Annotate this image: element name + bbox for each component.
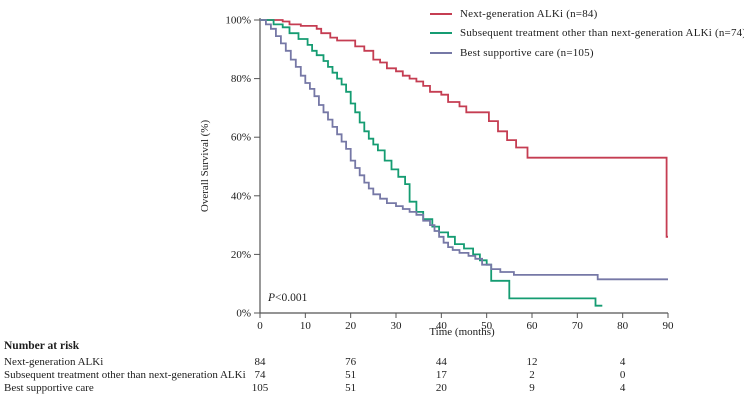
at-risk-count: 20: [435, 382, 447, 395]
x-tick-label: 50: [481, 320, 493, 332]
legend-item-subsequent_other: Subsequent treatment other than next-gen…: [430, 24, 744, 44]
y-tick-label: 80%: [231, 73, 251, 85]
p-value-text: <0.001: [275, 292, 308, 304]
p-value-annotation: P<0.001: [268, 292, 307, 304]
at-risk-count: 76: [345, 356, 357, 368]
x-tick-label: 90: [663, 320, 675, 332]
x-axis-label: Time (months): [429, 326, 495, 338]
y-axis-label: Overall Survival (%): [199, 119, 211, 213]
x-tick-label: 60: [527, 320, 539, 332]
at-risk-count: 17: [435, 369, 447, 382]
legend-label: Best supportive care (n=105): [460, 46, 594, 59]
at-risk-count: 4: [619, 356, 626, 368]
km-curve-subsequent_other: [260, 19, 603, 307]
x-tick-label: 10: [300, 320, 312, 332]
legend-label: Subsequent treatment other than next-gen…: [460, 27, 744, 40]
at-risk-count: 51: [345, 369, 357, 382]
y-tick-label: 100%: [225, 15, 251, 27]
at-risk-count: 44: [435, 356, 447, 368]
x-tick-label: 20: [345, 320, 357, 332]
legend: Next-generation ALKi (n=84) Subsequent tr…: [430, 4, 744, 63]
at-risk-count: 74: [254, 369, 266, 382]
at-risk-row: Next-generation ALKi 84 76 44 12 4: [0, 356, 744, 369]
at-risk-count: 12: [526, 356, 538, 368]
at-risk-row-label: Next-generation ALKi: [4, 356, 104, 368]
km-curve-next_gen_alki: [260, 19, 668, 238]
at-risk-count: 4: [619, 382, 626, 395]
at-risk-count: 84: [254, 356, 266, 368]
at-risk-row: Subsequent treatment other than next-gen…: [0, 369, 744, 382]
y-tick-label: 20%: [231, 249, 251, 261]
at-risk-count: 51: [345, 382, 357, 395]
p-symbol: P: [268, 292, 276, 304]
km-chart: 0 10 20 30 40 50 60 70 80 90 0% 20% 40% 60% 80% 100%: [225, 15, 675, 333]
legend-label: Next-generation ALKi (n=84): [460, 7, 598, 20]
at-risk-count: 105: [251, 382, 269, 395]
legend-line-swatch: [430, 32, 452, 35]
x-tick-label: 0: [257, 320, 263, 332]
number-at-risk-header: Number at risk: [4, 340, 80, 352]
at-risk-count: 9: [529, 382, 535, 395]
at-risk-row: Best supportive care 105 51 20 9 4: [0, 382, 744, 395]
x-tick-label: 40: [436, 320, 448, 332]
x-tick-label: 30: [391, 320, 403, 332]
at-risk-row-label: Subsequent treatment other than next-gen…: [4, 369, 246, 382]
legend-item-next_gen_alki: Next-generation ALKi (n=84): [430, 4, 744, 24]
y-tick-label: 0%: [236, 308, 251, 320]
legend-item-best_supportive: Best supportive care (n=105): [430, 43, 744, 63]
at-risk-count: 0: [619, 369, 626, 382]
y-tick-label: 40%: [231, 190, 251, 202]
at-risk-row-label: Best supportive care: [4, 382, 94, 395]
legend-line-swatch: [430, 12, 452, 15]
km-curve-best_supportive: [260, 19, 668, 281]
x-tick-label: 70: [572, 320, 584, 332]
x-tick-label: 80: [617, 320, 629, 332]
legend-line-swatch: [430, 51, 452, 54]
y-tick-label: 60%: [231, 132, 251, 144]
at-risk-count: 2: [529, 369, 535, 382]
